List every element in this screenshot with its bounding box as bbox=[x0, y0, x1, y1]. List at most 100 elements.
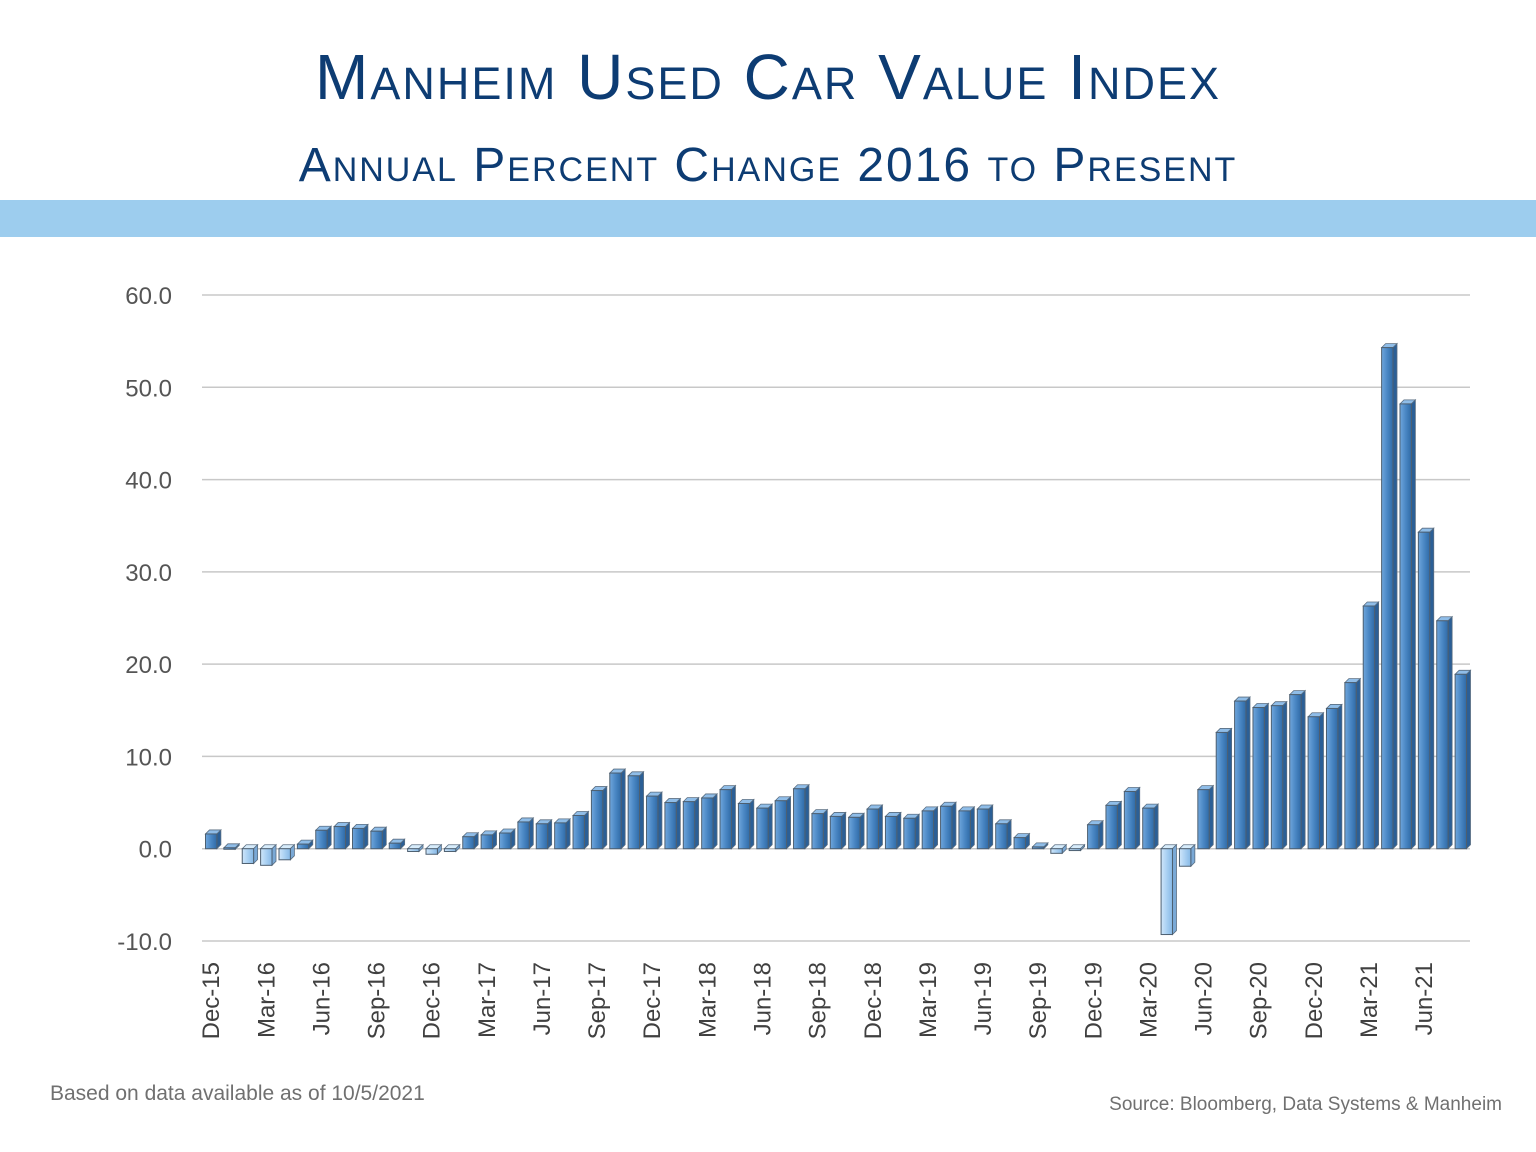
bar-front-face bbox=[315, 829, 328, 850]
bar bbox=[1160, 843, 1178, 936]
source-note: Source: Bloomberg, Data Systems & Manhei… bbox=[1109, 1094, 1502, 1115]
bar bbox=[222, 842, 241, 851]
x-tick-label: Mar-21 bbox=[1356, 962, 1383, 1038]
x-tick-label: Mar-19 bbox=[915, 962, 942, 1038]
bar-front-face bbox=[664, 802, 677, 850]
bar-side-face bbox=[841, 811, 847, 850]
bar-front-face bbox=[903, 817, 916, 850]
bar-front-face bbox=[646, 795, 659, 850]
chart-subtitle: Annual Percent Change 2016 to Present bbox=[298, 139, 1238, 192]
x-tick-label: Dec-19 bbox=[1080, 962, 1107, 1039]
bar-front-face bbox=[737, 802, 751, 850]
bar bbox=[498, 828, 516, 850]
x-tick-label: Sep-19 bbox=[1025, 962, 1052, 1039]
x-tick-label: Sep-18 bbox=[805, 962, 832, 1039]
x-tick-label: Jun-16 bbox=[308, 962, 335, 1035]
bar bbox=[369, 826, 388, 850]
bar-side-face bbox=[988, 804, 994, 850]
bar bbox=[1307, 711, 1325, 850]
bar bbox=[1454, 669, 1472, 850]
x-tick-label: Dec-20 bbox=[1301, 962, 1328, 1039]
bar bbox=[645, 791, 663, 850]
bar bbox=[774, 795, 792, 850]
bar bbox=[1343, 677, 1362, 850]
bar-front-face bbox=[701, 797, 714, 850]
bar bbox=[1215, 727, 1233, 850]
bar-side-face bbox=[528, 816, 534, 850]
bar-side-face bbox=[547, 818, 553, 850]
bar-side-face bbox=[694, 796, 700, 850]
x-tick-label: Mar-16 bbox=[253, 962, 280, 1038]
bar-front-face bbox=[793, 788, 806, 850]
bar-side-face bbox=[1337, 703, 1343, 850]
y-tick-label: 20.0 bbox=[125, 652, 172, 679]
bar-side-face bbox=[345, 821, 350, 850]
bar-side-face bbox=[712, 792, 718, 850]
bar-front-face bbox=[1289, 694, 1302, 850]
bar-front-face bbox=[1344, 682, 1357, 850]
bar bbox=[902, 813, 921, 850]
bar-front-face bbox=[774, 800, 788, 850]
bar-front-face bbox=[866, 808, 879, 850]
bar bbox=[590, 785, 608, 850]
y-tick-label: 0.0 bbox=[139, 837, 172, 864]
bar-front-face bbox=[278, 848, 291, 861]
bar bbox=[1049, 843, 1068, 855]
bar-front-face bbox=[1270, 705, 1284, 850]
bar-front-face bbox=[627, 775, 641, 850]
bar-side-face bbox=[1410, 398, 1416, 850]
bar bbox=[866, 804, 884, 850]
bar-front-face bbox=[1362, 605, 1376, 850]
bar-front-face bbox=[370, 830, 383, 850]
bar-front-face bbox=[1417, 531, 1431, 850]
bar bbox=[1123, 786, 1141, 850]
bar-side-face bbox=[749, 798, 755, 850]
bars bbox=[204, 342, 1472, 936]
bar-front-face bbox=[535, 823, 549, 850]
bar bbox=[1325, 703, 1343, 850]
bar-side-face bbox=[804, 783, 810, 850]
bar-side-face bbox=[381, 826, 387, 850]
bar bbox=[351, 823, 369, 850]
bar-front-face bbox=[223, 847, 236, 850]
bar-front-face bbox=[1142, 807, 1155, 850]
bar-front-face bbox=[333, 826, 347, 850]
bar-front-face bbox=[1454, 673, 1468, 850]
x-tick-label: Sep-16 bbox=[364, 962, 391, 1039]
bar bbox=[296, 839, 314, 850]
bar-side-face bbox=[1263, 702, 1269, 850]
bar-front-face bbox=[682, 801, 696, 850]
bar bbox=[572, 810, 590, 850]
bar-side-face bbox=[896, 811, 902, 850]
bar-front-face bbox=[829, 815, 843, 850]
bar bbox=[1399, 398, 1417, 850]
y-tick-label: 30.0 bbox=[125, 560, 172, 587]
bar-side-face bbox=[326, 825, 332, 850]
bar bbox=[829, 811, 847, 850]
bar-front-face bbox=[1307, 716, 1320, 850]
bar-front-face bbox=[609, 772, 622, 850]
y-tick-label: 10.0 bbox=[125, 744, 172, 771]
bar-front-face bbox=[352, 827, 365, 850]
x-tick-label: Sep-17 bbox=[584, 962, 611, 1039]
data-date-note: Based on data available as of 10/5/2021 bbox=[50, 1082, 425, 1105]
bar-side-face bbox=[1098, 819, 1104, 850]
bar-side-face bbox=[1374, 601, 1380, 850]
bar-side-face bbox=[731, 784, 736, 850]
bar-side-face bbox=[878, 804, 883, 850]
bar bbox=[976, 804, 994, 850]
bar-front-face bbox=[1050, 848, 1063, 854]
bar-side-face bbox=[657, 791, 663, 850]
bar-front-face bbox=[940, 805, 953, 850]
bar-front-face bbox=[921, 810, 935, 850]
y-tick-label: -10.0 bbox=[117, 929, 172, 956]
x-tick-label: Jun-18 bbox=[749, 962, 776, 1035]
bar bbox=[1178, 843, 1196, 868]
y-tick-label: 50.0 bbox=[125, 375, 172, 402]
bar-side-face bbox=[1392, 342, 1398, 850]
bar bbox=[921, 805, 939, 850]
x-axis-ticks: Dec-15 Mar-16 Jun-16 Sep-16 Dec-16 Mar-17 Jun-… bbox=[198, 962, 1438, 1039]
bar-front-face bbox=[1178, 848, 1192, 867]
bar-side-face bbox=[1447, 615, 1453, 850]
